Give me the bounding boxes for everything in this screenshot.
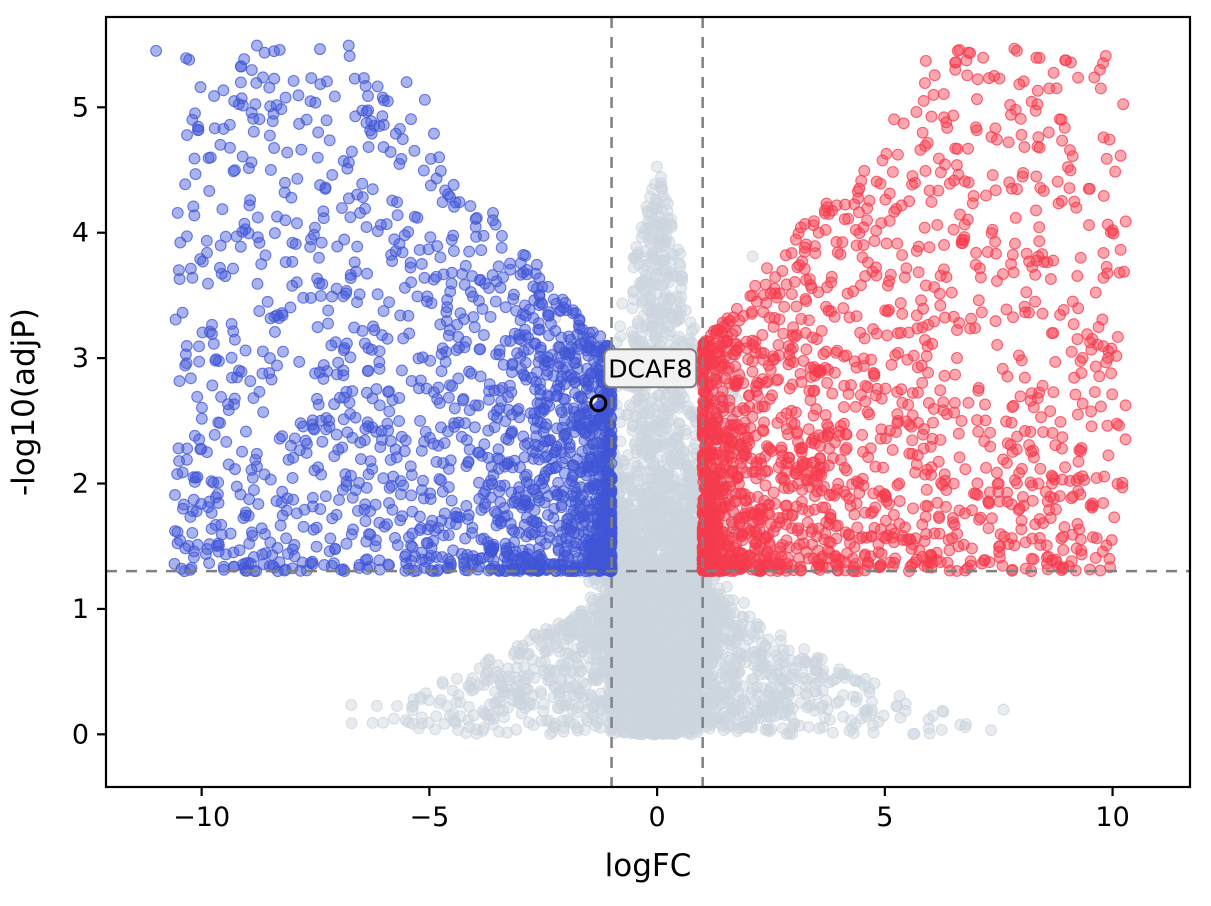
annotation-dcaf8: DCAF8	[589, 348, 698, 413]
x-tick-label: −10	[173, 802, 230, 833]
y-tick-label: 2	[72, 469, 89, 500]
annotation-label: DCAF8	[608, 354, 692, 383]
x-tick-labels: −10 −5 0 5 10	[173, 802, 1130, 833]
x-tick-label: −5	[409, 802, 449, 833]
y-tick-label: 0	[72, 719, 89, 750]
y-tick-label: 1	[72, 594, 89, 625]
x-tick-label: 0	[649, 802, 666, 833]
x-tick-label: 10	[1095, 802, 1129, 833]
x-axis-label: logFC	[605, 848, 692, 884]
axis-ticks	[97, 106, 1114, 796]
threshold-lines	[106, 17, 1190, 787]
y-tick-label: 3	[72, 343, 89, 374]
y-tick-labels: 0 1 2 3 4 5	[72, 92, 89, 750]
plot-frame	[104, 15, 1192, 789]
y-axis-label: -log10(adjP)	[6, 308, 42, 496]
y-tick-label: 5	[72, 92, 89, 123]
y-tick-label: 4	[72, 218, 89, 249]
scatter-layer-down	[150, 39, 618, 578]
x-tick-label: 5	[876, 802, 893, 833]
